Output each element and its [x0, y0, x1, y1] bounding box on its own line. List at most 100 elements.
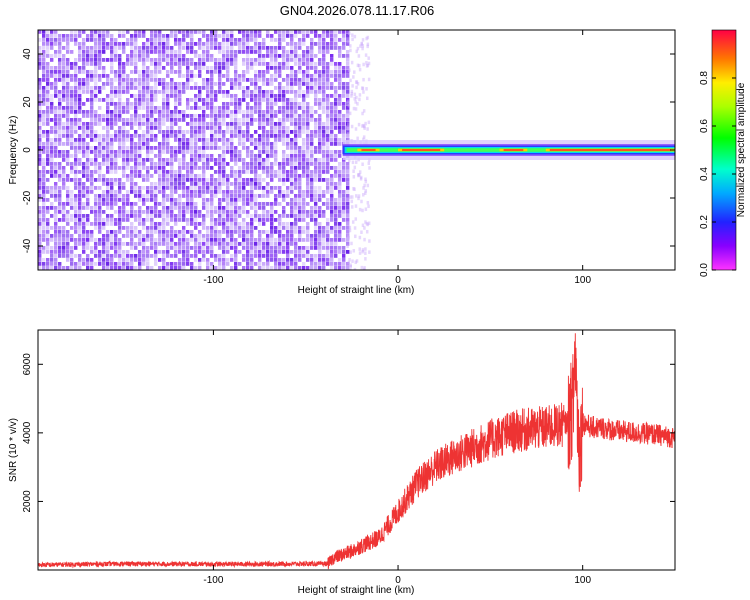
spectrogram-cell	[58, 206, 62, 210]
spectrogram-cell	[150, 86, 154, 90]
spectrogram-cell	[286, 262, 290, 266]
spectrogram-cell	[154, 58, 158, 62]
spectrogram-cell	[302, 54, 306, 58]
spectrogram-cell	[346, 226, 350, 230]
spectrogram-cell	[234, 74, 238, 78]
spectrogram-cell	[146, 46, 150, 50]
spectrogram-cell	[282, 206, 286, 210]
spectrogram-cell	[202, 154, 206, 158]
spectrogram-cell	[98, 242, 102, 246]
spectrogram-cell	[302, 78, 306, 82]
spectrogram-cell	[138, 250, 142, 254]
spectrogram-cell	[326, 198, 330, 202]
spectrogram-cell	[74, 142, 78, 146]
spectrogram-cell	[254, 98, 258, 102]
spectrogram-cell	[114, 118, 118, 122]
spectrogram-cell	[182, 54, 186, 58]
spectrogram-cell	[66, 86, 70, 90]
spectrogram-cell	[142, 186, 146, 190]
spectrogram-cell	[154, 182, 158, 186]
spectrogram-cell	[234, 118, 238, 122]
spectrogram-cell	[122, 150, 126, 154]
spectrogram-cell	[82, 190, 86, 194]
spectrogram-cell	[266, 158, 270, 162]
spectrogram-cell	[106, 126, 110, 130]
spectrogram-cell	[178, 202, 182, 206]
spectrogram-cell	[258, 158, 262, 162]
spectrogram-cell	[110, 118, 114, 122]
spectrogram-cell	[106, 182, 110, 186]
spectrogram-cell	[349, 78, 352, 83]
spectrogram-cell	[214, 110, 218, 114]
spectrogram-cell	[66, 254, 70, 258]
spectrogram-cell	[202, 206, 206, 210]
spectrogram-cell	[190, 246, 194, 250]
spectrogram-cell	[102, 146, 106, 150]
spectrogram-cell	[334, 86, 338, 90]
spectrogram-cell	[346, 166, 350, 170]
spectrogram-cell	[166, 114, 170, 118]
spectrogram-cell	[166, 218, 170, 222]
spectrogram-cell	[274, 162, 278, 166]
spectrogram-cell	[226, 106, 230, 110]
spectrogram-cell	[352, 175, 356, 179]
spectrogram-cell	[154, 42, 158, 46]
spectrogram-cell	[338, 238, 342, 242]
spectrogram-cell	[274, 158, 278, 162]
spectrogram-cell	[70, 50, 74, 54]
spectrogram-cell	[146, 150, 150, 154]
spectrogram-cell	[142, 90, 146, 94]
spectrogram-cell	[274, 154, 278, 158]
spectrogram-cell	[98, 34, 102, 38]
spectrogram-cell	[62, 70, 66, 74]
spectrogram-cell	[246, 78, 250, 82]
spectrogram-cell	[150, 158, 154, 162]
spectrogram-cell	[170, 66, 174, 70]
spectrogram-cell	[106, 146, 110, 150]
spectrogram-cell	[206, 262, 210, 266]
spectrogram-cell	[62, 86, 66, 90]
spectrogram-cell	[114, 210, 118, 214]
spectrogram-cell	[326, 122, 330, 126]
spectrogram-cell	[58, 106, 62, 110]
spectrogram-cell	[146, 134, 150, 138]
spectrogram-cell	[98, 66, 102, 70]
spectrogram-cell	[50, 126, 54, 130]
spectrogram-cell	[162, 134, 166, 138]
spectrogram-cell	[150, 210, 154, 214]
spectrogram-cell	[42, 30, 46, 34]
spectrogram-cell	[82, 114, 86, 118]
spectrogram-cell	[274, 218, 278, 222]
spectrogram-cell	[110, 138, 114, 142]
spectrogram-cell	[250, 154, 254, 158]
spectrogram-cell	[162, 214, 166, 218]
spectrogram-cell	[278, 42, 282, 46]
spectrogram-cell	[146, 122, 150, 126]
spectrogram-cell	[138, 126, 142, 130]
spectrogram-cell	[146, 210, 150, 214]
spectrogram-cell	[366, 42, 370, 47]
spectrogram-cell	[262, 58, 266, 62]
spectrogram-cell	[206, 202, 210, 206]
spectrogram-cell	[90, 106, 94, 110]
spectrogram-cell	[82, 70, 86, 74]
spectrogram-cell	[74, 166, 78, 170]
spectrogram-cell	[186, 166, 190, 170]
spectrogram-cell	[290, 150, 294, 154]
spectrogram-cell	[98, 138, 102, 142]
spectrogram-cell	[74, 266, 78, 270]
spectrogram-cell	[274, 94, 278, 98]
spectrogram-cell	[238, 230, 242, 234]
spectrogram-cell	[186, 66, 190, 70]
spectrogram-cell	[338, 118, 342, 122]
spectrogram-cell	[50, 70, 54, 74]
spectrogram-cell	[238, 106, 242, 110]
spectrogram-cell	[282, 158, 286, 162]
spectrogram-cell	[242, 182, 246, 186]
spectrogram-cell	[326, 178, 330, 182]
spectrogram-cell	[130, 226, 134, 230]
spectrogram-cell	[318, 254, 322, 258]
spectrogram-cell	[142, 98, 146, 102]
spectrogram-cell	[58, 50, 62, 54]
spectrogram-cell	[178, 38, 182, 42]
